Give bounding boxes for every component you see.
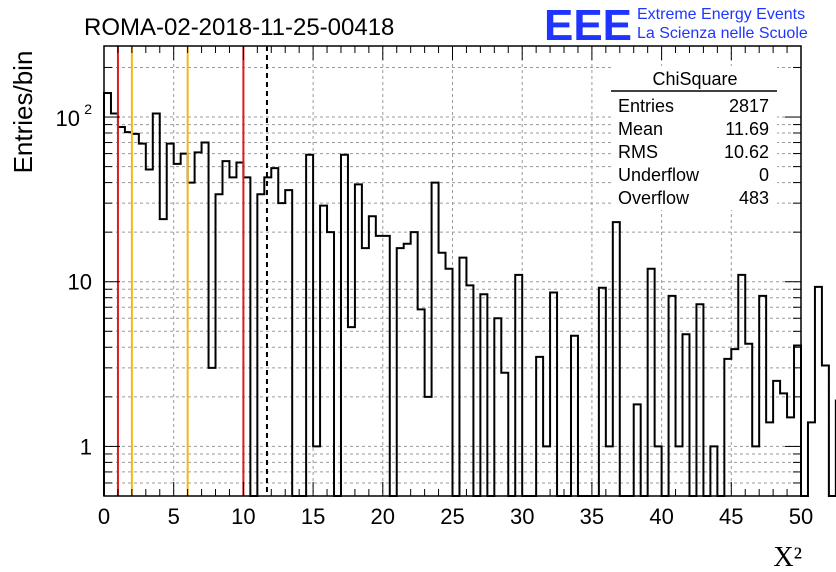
eee-logo-line2: La Scienza nelle Scuole xyxy=(637,25,808,42)
stats-row-value: 0 xyxy=(759,165,769,185)
eee-logo: EEE Extreme Energy Events La Scienza nel… xyxy=(544,1,808,50)
histogram-bars xyxy=(103,91,836,497)
reference-lines xyxy=(116,46,268,496)
stats-row-value: 10.62 xyxy=(724,142,769,162)
stats-row-value: 11.69 xyxy=(725,119,769,139)
stats-row-label: Overflow xyxy=(618,188,690,208)
x-tick-label: 10 xyxy=(231,504,255,529)
y-tick-label: 1 xyxy=(80,434,92,459)
chart-title: ROMA-02-2018-11-25-00418 xyxy=(84,14,394,41)
x-tick-label: 15 xyxy=(301,504,325,529)
stats-row-label: Mean xyxy=(618,119,663,139)
x-tick-label: 20 xyxy=(371,504,395,529)
histogram-line xyxy=(103,91,836,497)
x-tick-label: 25 xyxy=(440,504,464,529)
y-tick-label-exponent: 2 xyxy=(84,101,92,117)
eee-logo-line1: Extreme Energy Events xyxy=(637,6,805,23)
eee-logo-mark: EEE xyxy=(544,1,632,50)
stats-box: ChiSquare Entries 2817 Mean 11.69 RMS 10.62 Und… xyxy=(611,66,777,210)
x-axis-label: X² xyxy=(773,542,802,572)
stats-row-value: 483 xyxy=(739,188,769,208)
x-tick-label: 5 xyxy=(168,504,180,529)
y-axis-label: Entries/bin xyxy=(8,51,38,174)
stats-row-label: RMS xyxy=(618,142,658,162)
stats-row-value: 2817 xyxy=(729,96,769,116)
x-tick-label: 50 xyxy=(789,504,813,529)
stats-row-label: Underflow xyxy=(618,165,700,185)
x-tick-label: 35 xyxy=(580,504,604,529)
x-tick-label: 30 xyxy=(510,504,534,529)
stats-box-bg xyxy=(611,66,777,210)
y-tick-label: 10 xyxy=(68,270,92,295)
y-tick-label: 10 xyxy=(56,106,80,131)
x-tick-label: 45 xyxy=(719,504,743,529)
stats-box-title: ChiSquare xyxy=(652,69,737,89)
stats-row-label: Entries xyxy=(618,96,674,116)
x-tick-label: 40 xyxy=(649,504,673,529)
x-tick-label: 0 xyxy=(98,504,110,529)
